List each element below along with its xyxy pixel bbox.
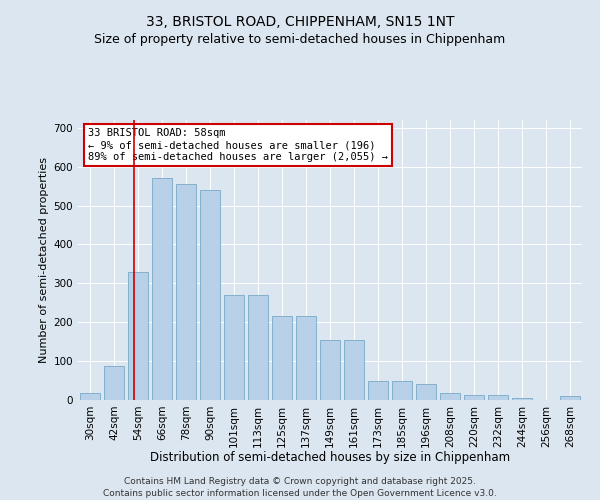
Text: 33, BRISTOL ROAD, CHIPPENHAM, SN15 1NT: 33, BRISTOL ROAD, CHIPPENHAM, SN15 1NT <box>146 15 454 29</box>
Bar <box>272 316 292 400</box>
Text: 33 BRISTOL ROAD: 58sqm
← 9% of semi-detached houses are smaller (196)
89% of sem: 33 BRISTOL ROAD: 58sqm ← 9% of semi-deta… <box>88 128 388 162</box>
Bar <box>248 295 268 400</box>
Bar <box>488 396 508 400</box>
Text: Contains HM Land Registry data © Crown copyright and database right 2025.
Contai: Contains HM Land Registry data © Crown c… <box>103 476 497 498</box>
Bar <box>368 380 388 400</box>
Bar <box>128 272 148 400</box>
Bar <box>80 393 100 400</box>
Bar <box>512 398 532 400</box>
Text: Size of property relative to semi-detached houses in Chippenham: Size of property relative to semi-detach… <box>94 32 506 46</box>
Bar <box>440 393 460 400</box>
X-axis label: Distribution of semi-detached houses by size in Chippenham: Distribution of semi-detached houses by … <box>150 451 510 464</box>
Bar <box>152 178 172 400</box>
Bar <box>176 184 196 400</box>
Bar <box>344 340 364 400</box>
Bar <box>104 366 124 400</box>
Bar <box>464 396 484 400</box>
Bar <box>200 190 220 400</box>
Bar <box>296 316 316 400</box>
Bar <box>320 340 340 400</box>
Bar <box>560 396 580 400</box>
Bar <box>416 384 436 400</box>
Y-axis label: Number of semi-detached properties: Number of semi-detached properties <box>40 157 49 363</box>
Bar <box>224 295 244 400</box>
Bar <box>392 380 412 400</box>
